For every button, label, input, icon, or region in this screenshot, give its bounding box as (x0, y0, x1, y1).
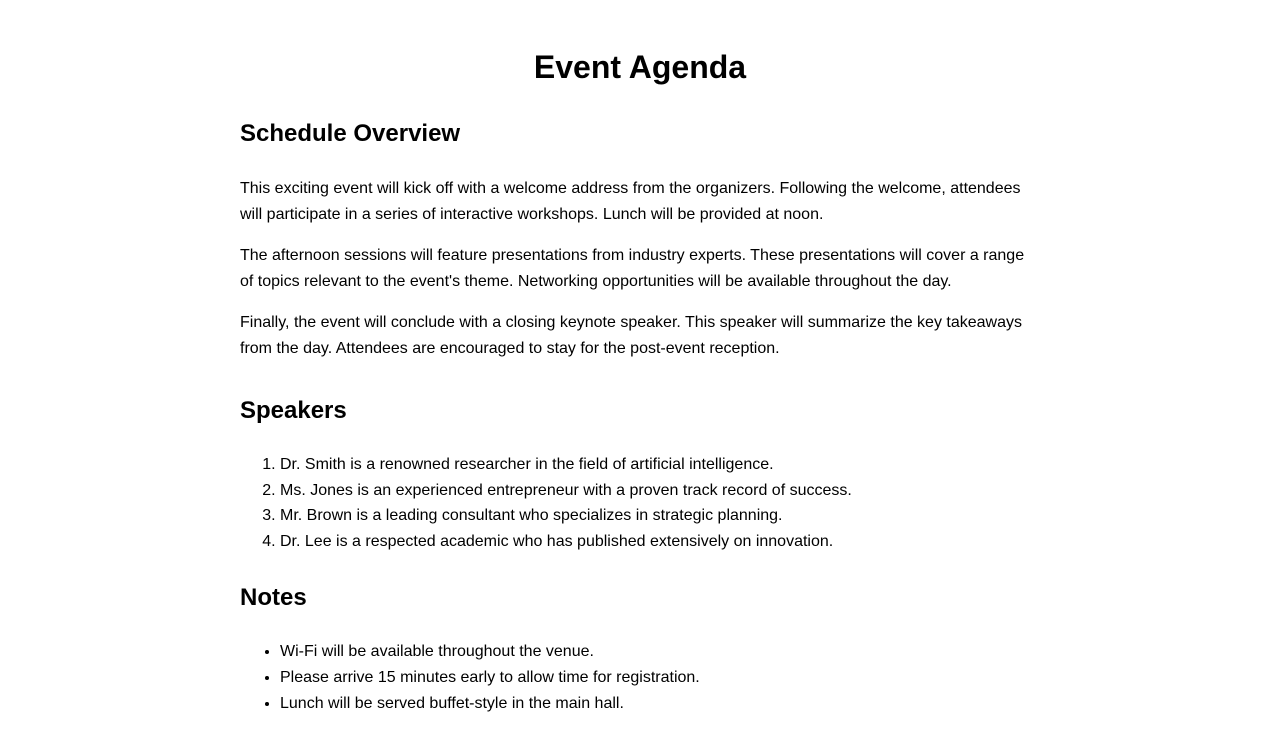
schedule-paragraph: Finally, the event will conclude with a … (240, 314, 1022, 357)
speakers-section: Speakers Dr. Smith is a renowned researc… (240, 396, 1040, 554)
page-title: Event Agenda (533, 49, 747, 85)
speakers-list: Dr. Smith is a renowned researcher in th… (240, 452, 1040, 554)
note-list-item: Please arrive 15 minutes early to allow … (280, 665, 1040, 691)
note-list-item: Lunch will be served buffet-style in the… (280, 691, 1040, 717)
document-page: Event Agenda Schedule Overview This exci… (240, 0, 1040, 716)
speaker-list-item: Mr. Brown is a leading consultant who sp… (280, 503, 1040, 529)
notes-section: Notes Wi-Fi will be available throughout… (240, 583, 1040, 716)
schedule-paragraph: This exciting event will kick off with a… (240, 180, 1021, 223)
schedule-heading: Schedule Overview (240, 120, 461, 147)
speaker-list-item: Dr. Lee is a respected academic who has … (280, 529, 1040, 555)
speakers-heading: Speakers (240, 397, 347, 424)
schedule-section: Schedule Overview This exciting event wi… (240, 119, 1040, 361)
notes-heading: Notes (240, 584, 307, 612)
speaker-list-item: Dr. Smith is a renowned researcher in th… (280, 452, 1040, 478)
notes-list: Wi-Fi will be available throughout the v… (240, 639, 1040, 716)
schedule-paragraph: The afternoon sessions will feature pres… (240, 247, 1025, 290)
speaker-list-item: Ms. Jones is an experienced entrepreneur… (280, 478, 1040, 504)
note-list-item: Wi-Fi will be available throughout the v… (280, 639, 1040, 665)
